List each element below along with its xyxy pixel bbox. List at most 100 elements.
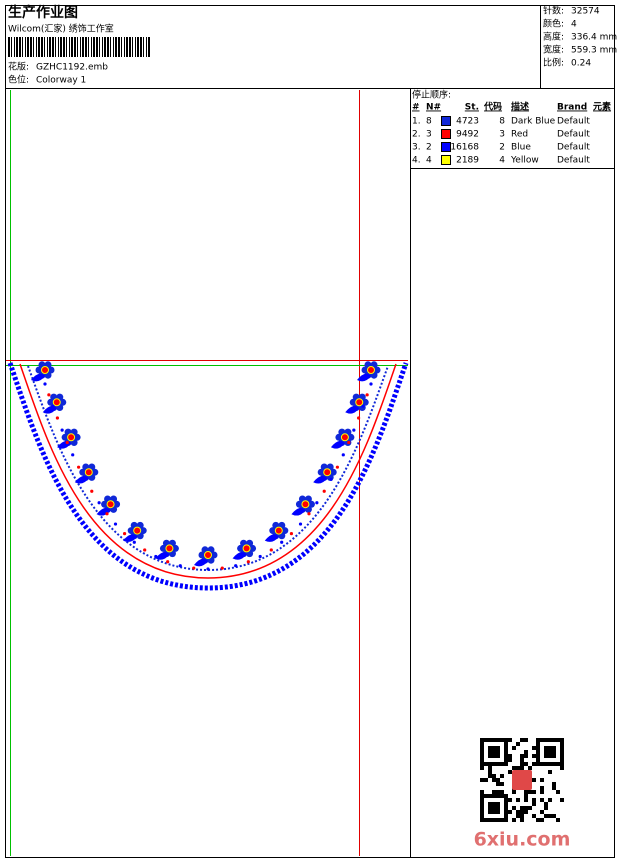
qr-module [520,762,524,766]
petal [295,500,303,508]
column-header: 元素 [593,101,611,113]
dot [329,477,333,481]
qr-module [488,818,492,822]
stat-label: 针数: [543,5,564,17]
qr-module [496,778,500,782]
dot [335,465,339,469]
qr-module [560,766,564,770]
qr-module [524,794,528,798]
qr-module [540,818,544,822]
dot [65,440,69,445]
qr-module [540,762,544,766]
red-border [19,363,397,579]
qr-module [560,750,564,754]
qr-module [520,758,524,762]
leaf [155,552,170,560]
qr-module [504,758,508,762]
qr-module [520,818,524,822]
bar-stripe [66,37,67,57]
qr-module [496,754,500,758]
qr-module [520,806,524,810]
dot [352,428,356,432]
qr-module [496,806,500,810]
dot [192,566,196,570]
color-table: # N# St. 代码 描述 Brand 元素1. 8 4723 8 Dark Blue Defaul… [412,101,611,166]
dot [322,489,326,493]
bar-stripe [77,37,78,57]
flower-center [274,526,283,535]
qr-module [544,738,548,742]
petal [347,433,355,441]
qr-module [536,818,540,822]
bar-stripe [74,37,76,57]
qr-module [492,790,496,794]
qr-module [540,798,544,802]
qr-module [532,802,536,806]
stat-label: 比例: [543,57,564,69]
bar-stripe [99,37,100,57]
qr-module [508,810,512,814]
stat-value: 4 [571,20,577,30]
watermark: 6xiu.com [474,829,571,851]
bar-stripe [16,37,18,57]
bar-stripe [27,37,29,57]
bar-stripe [85,37,87,57]
flower-center [52,398,61,407]
subtitle: Wilcom(汇家) 绣饰工作室 [8,23,114,35]
flower-center [242,544,251,553]
bar-stripe [44,37,45,57]
qr-module [532,754,536,758]
table-title: 停止顺序: [412,89,451,101]
qr-module [544,762,548,766]
qr-module [544,746,548,750]
qr-module [524,798,528,802]
stitches: 16168 [450,143,479,153]
qr-module [500,818,504,822]
stat-label: 宽度: [543,44,564,56]
qr-module [496,794,500,798]
code: 4 [499,156,505,166]
petal [59,398,67,406]
flower-center [106,500,115,509]
qr-module [480,746,484,750]
qr-module [524,754,528,758]
qr-module [540,786,544,790]
qr-module [556,762,560,766]
bar-stripe [124,37,125,57]
petal [113,500,121,508]
leaf [194,558,208,567]
qr-module [488,754,492,758]
qr-module [496,782,500,786]
petal [171,544,179,552]
bar-stripe [55,37,56,57]
bar-stripe [104,37,106,57]
bar-stripe [14,37,15,57]
qr-module [488,770,492,774]
qr-module [488,810,492,814]
qr-module [496,762,500,766]
colorway-label: 色位: [8,74,29,86]
dot [220,566,224,570]
qr-module [484,738,488,742]
flower-center [323,468,332,477]
qr-module [488,750,492,754]
swatch [441,129,451,139]
qr-module [480,750,484,754]
leaf [264,534,279,542]
row-index: 4. [412,156,421,166]
stat-label: 高度: [543,31,564,43]
qr-module [536,742,540,746]
dot [166,560,170,564]
petal [281,527,289,535]
qr-logo [512,770,532,790]
dot [105,512,109,516]
qr-module [548,762,552,766]
qr-module [560,758,564,762]
qr-module [496,810,500,814]
qr-module [544,750,548,754]
description: Dark Blue [511,117,556,127]
description: Yellow [510,156,539,166]
qr-module [560,738,564,742]
qr-module [500,790,504,794]
